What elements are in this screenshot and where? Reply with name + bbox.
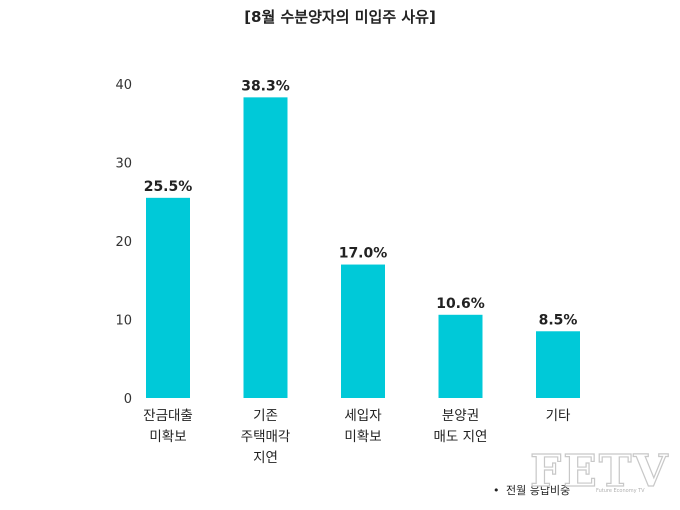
bar — [243, 97, 288, 398]
bar — [536, 331, 580, 398]
x-tick-label: 주택매각 — [241, 429, 291, 445]
data-label: 8.5% — [539, 312, 578, 328]
x-tick-label: 세입자 — [344, 408, 382, 424]
x-tick-label: 분양권 — [442, 408, 479, 424]
watermark-text: FETV — [530, 446, 670, 497]
y-tick-label: 20 — [115, 235, 132, 250]
data-labels-group: 25.5% 38.3% 17.0% 10.6% 8.5% — [144, 78, 578, 328]
legend-marker: • — [493, 484, 500, 497]
x-tick-label: 기존 — [253, 408, 278, 424]
bar — [146, 197, 190, 398]
watermark-subtext: Future Economy TV — [596, 488, 645, 494]
y-tick-label: 0 — [124, 392, 132, 407]
y-tick-label: 40 — [115, 78, 132, 93]
y-axis: 0 10 20 30 40 — [115, 78, 132, 407]
x-tick-label: 잔금대출 — [143, 408, 193, 424]
x-tick-label: 지연 — [253, 450, 278, 466]
data-label: 10.6% — [436, 296, 485, 312]
data-label: 25.5% — [144, 179, 193, 195]
data-label: 17.0% — [339, 246, 388, 262]
data-label: 38.3% — [241, 78, 290, 94]
y-tick-label: 30 — [115, 157, 132, 172]
fetv-watermark: FETV Future Economy TV — [529, 445, 670, 497]
y-tick-label: 10 — [115, 314, 132, 329]
x-tick-label: 미확보 — [149, 429, 186, 445]
x-tick-label: 미확보 — [344, 429, 381, 445]
bar — [438, 314, 483, 398]
chart-title: [8월 수분양자의 미입주 사유] — [244, 8, 436, 26]
bars-group — [146, 97, 580, 398]
bar — [341, 264, 385, 398]
legend-label: 전월 응답비중 — [506, 484, 570, 497]
x-tick-label: 매도 지연 — [434, 429, 488, 445]
legend: • 전월 응답비중 — [493, 484, 570, 497]
x-tick-label: 기타 — [546, 408, 571, 424]
